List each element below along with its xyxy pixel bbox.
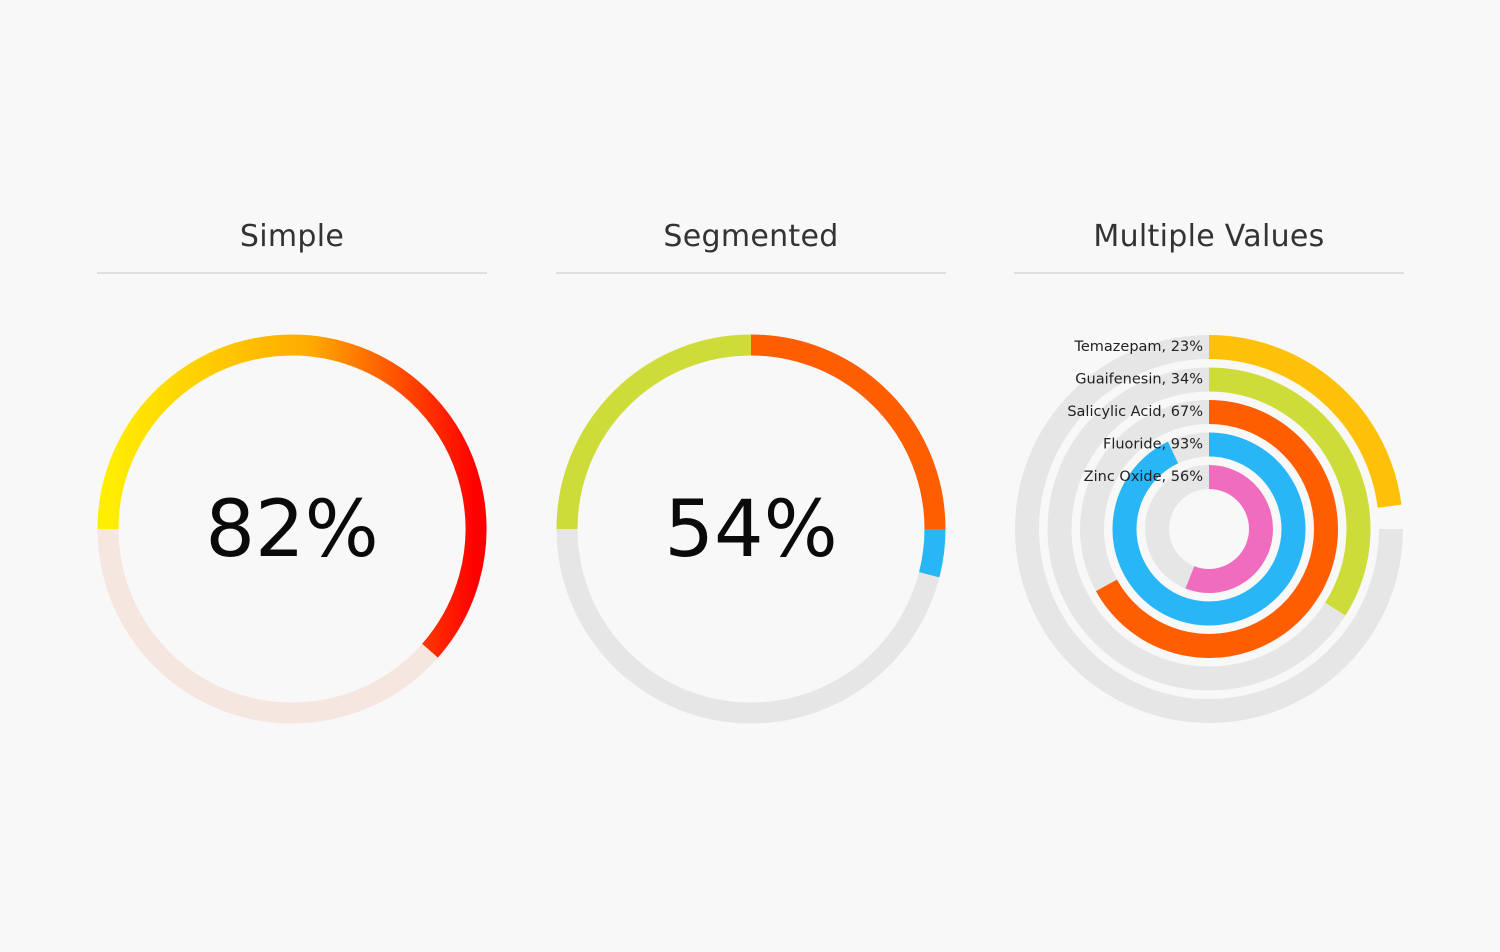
radial-track-2 [1047, 367, 1371, 691]
radial-bar-label: Fluoride, 93% [1103, 437, 1203, 453]
segmented-gauge-panel: Segmented 54% [556, 200, 946, 724]
multiple-values-chart: Temazepam, 23% Guaifenesin, 34% Salicylic … [1015, 335, 1403, 723]
panel-title: Simple [97, 200, 487, 274]
radial-bar-5 [1185, 465, 1273, 593]
segmented-gauge-chart: 54% [556, 334, 946, 724]
radial-bar-label: Temazepam, 23% [1073, 339, 1203, 355]
segmented-gauge-segment-3 [918, 528, 946, 578]
multiple-values-panel: Multiple Values Temazepam, 23% Guaifenesi… [1014, 200, 1404, 723]
radial-bar-label: Guaifenesin, 34% [1075, 372, 1203, 388]
segmented-gauge-segment-2 [750, 334, 946, 530]
simple-gauge-value-arc [97, 334, 487, 658]
panel-title: Multiple Values [1014, 200, 1404, 274]
simple-gauge-panel: Simple 82% [97, 200, 487, 724]
simple-gauge-chart: 82% [97, 334, 487, 724]
radial-bar-label: Salicylic Acid, 67% [1067, 404, 1203, 420]
simple-gauge-value: 82% [205, 485, 378, 575]
panel-title: Segmented [556, 200, 946, 274]
radial-track-1 [1015, 335, 1403, 723]
radial-bar-2 [1208, 367, 1371, 616]
radial-bar-4 [1112, 432, 1306, 626]
radial-bar-label: Zinc Oxide, 56% [1084, 469, 1203, 485]
segmented-gauge-segment-1 [556, 334, 752, 530]
simple-gauge-track [97, 528, 438, 724]
segmented-gauge-value: 54% [664, 485, 837, 575]
radial-bar-3 [1095, 400, 1338, 658]
radial-bar-1 [1208, 335, 1402, 508]
